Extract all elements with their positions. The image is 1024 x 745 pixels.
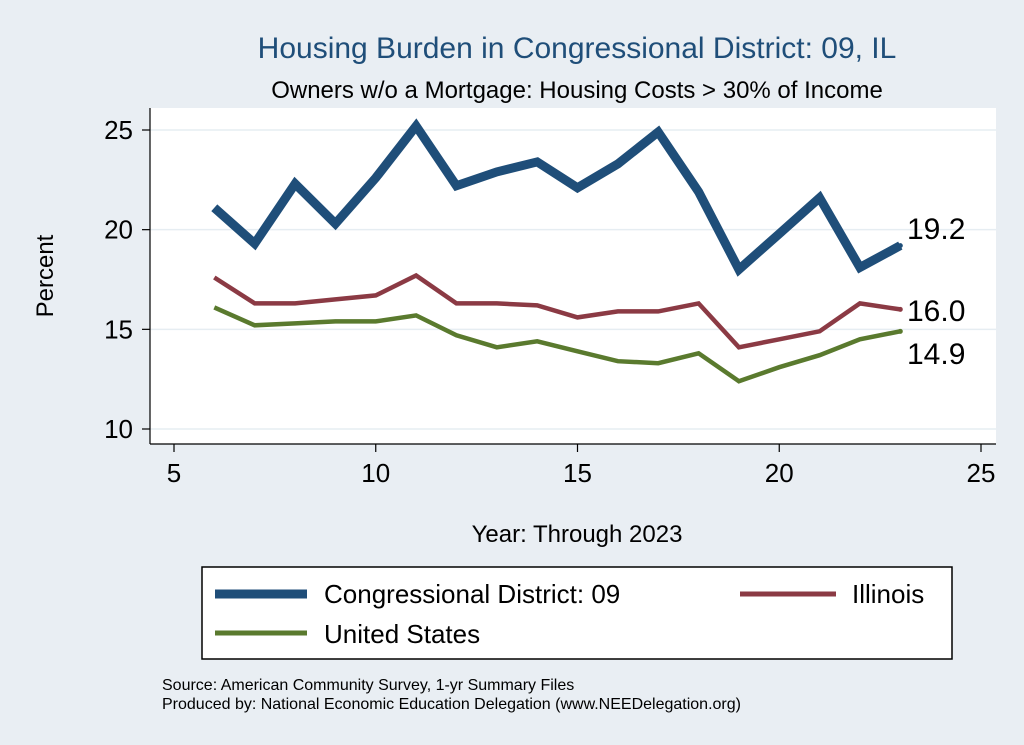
y-tick-label: 15 [104,314,133,344]
series-line-illinois [213,272,901,350]
series-line-us [213,305,901,384]
x-tick-label: 5 [167,458,181,488]
end-marker-us [897,328,903,334]
chart-title: Housing Burden in Congressional District… [258,32,897,65]
y-axis-title: Percent [32,234,59,317]
legend-label-illinois: Illinois [852,579,924,609]
legend-box [201,566,953,660]
x-tick-label: 10 [361,458,390,488]
y-tick-label: 25 [104,115,133,145]
end-marker-district [897,243,903,249]
end-marker-illinois [897,306,903,312]
plot-area [150,108,996,444]
legend-label-district: Congressional District: 09 [324,579,620,609]
y-tick-label: 20 [104,215,133,245]
end-labels: 19.2 16.0 14.9 [897,213,965,371]
chart-subtitle: Owners w/o a Mortgage: Housing Costs > 3… [271,77,883,104]
grid [150,129,996,430]
legend: Congressional District: 09 Illinois Unit… [201,566,953,660]
x-tick-label: 25 [967,458,996,488]
y-tick-label: 10 [104,414,133,444]
produced-by-note: Produced by: National Economic Education… [162,696,741,713]
source-note: Source: American Community Survey, 1-yr … [162,677,574,694]
x-tick-label: 15 [563,458,592,488]
x-tick-label: 20 [765,458,794,488]
end-label-illinois: 16.0 [907,295,965,328]
series-line-district [211,118,903,277]
series [211,118,903,384]
end-label-us: 14.9 [907,338,965,371]
end-label-district: 19.2 [907,213,965,246]
legend-label-us: United States [324,619,480,649]
axes: 10 15 20 25 5 10 15 20 25 [104,108,996,488]
x-axis-title: Year: Through 2023 [472,521,683,548]
